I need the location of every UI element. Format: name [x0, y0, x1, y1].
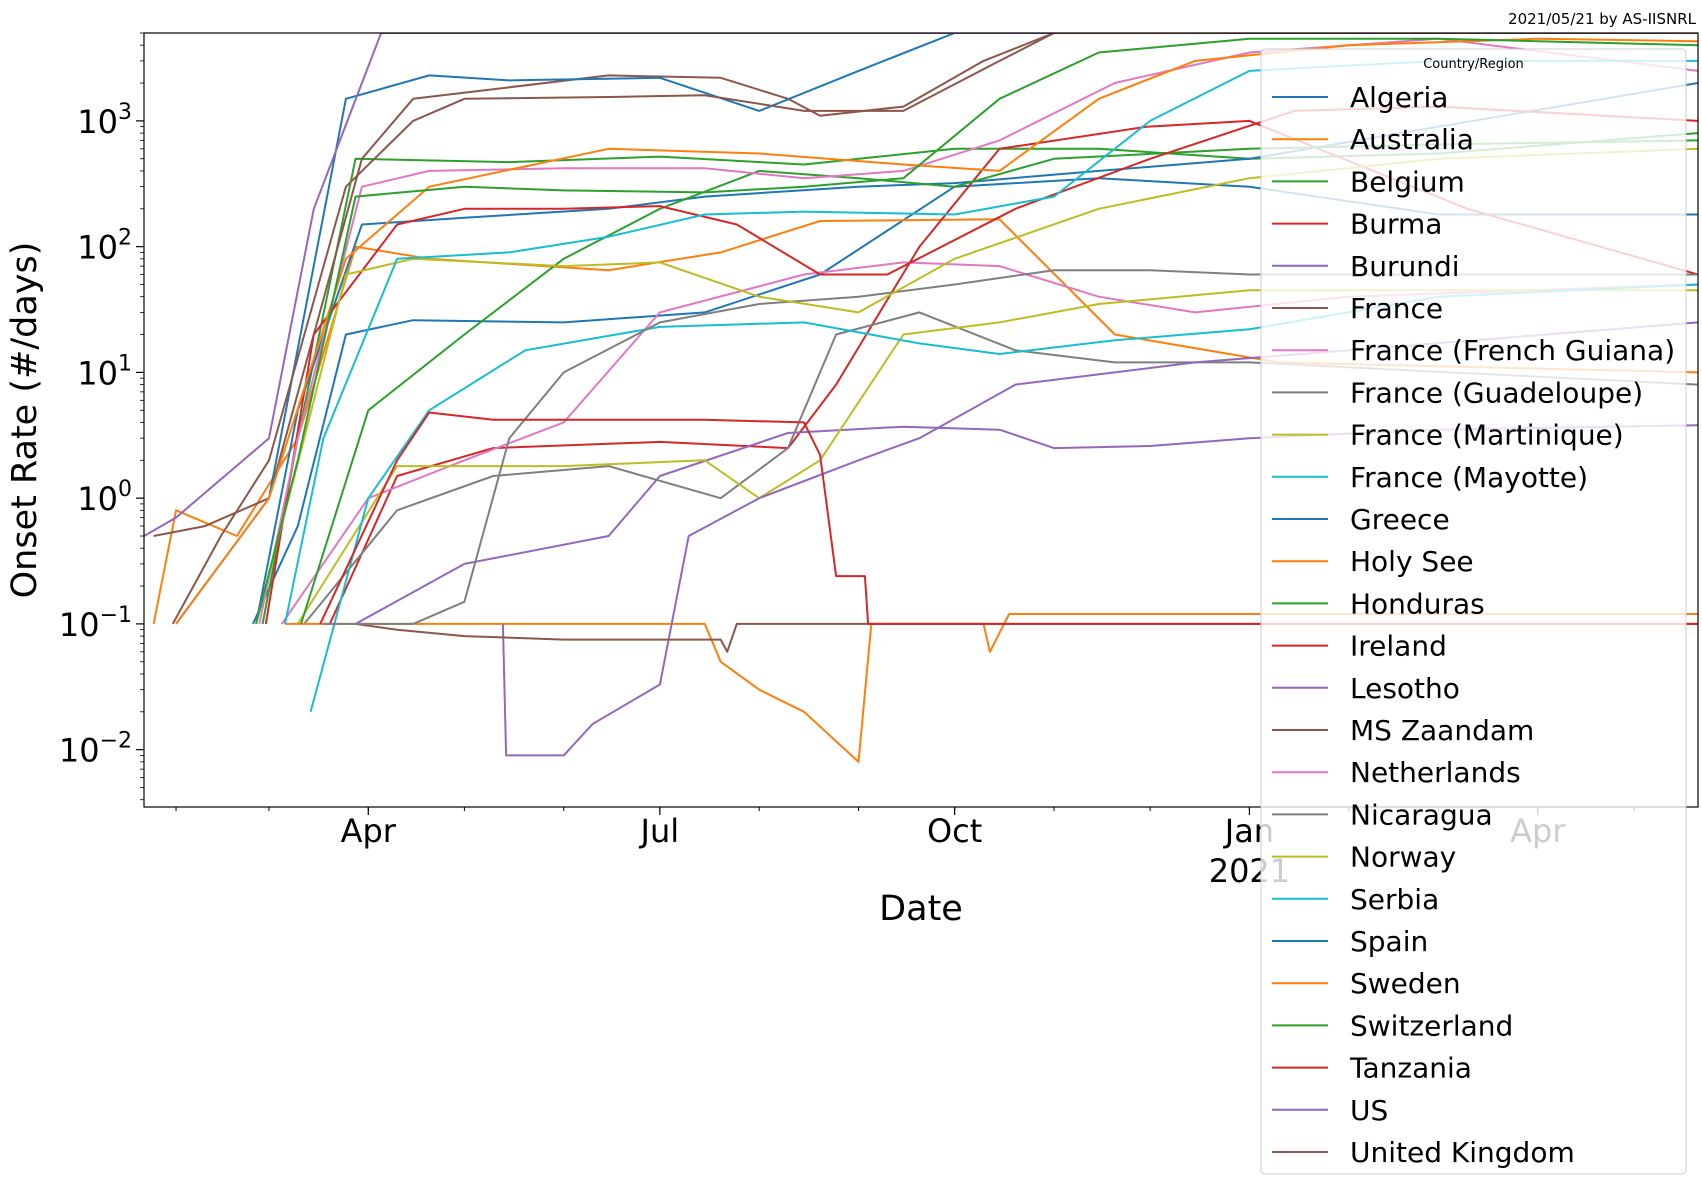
- series-line-1: [152, 218, 1698, 625]
- y-axis-title: Onset Rate (#/days): [5, 242, 45, 599]
- legend-label-21: Sweden: [1350, 967, 1461, 1000]
- y-tick-label-4: 102: [77, 226, 132, 267]
- plot-frame: [143, 32, 1699, 808]
- series-line-21: [175, 37, 1698, 625]
- legend-title: Country/Region: [1423, 57, 1524, 72]
- series-line-7: [303, 311, 1698, 625]
- legend-label-10: Greece: [1350, 503, 1450, 536]
- legend-label-8: France (Martinique): [1350, 419, 1624, 452]
- legend-label-1: Australia: [1350, 123, 1474, 156]
- legend-label-11: Holy See: [1350, 545, 1474, 578]
- series-line-14: [501, 321, 1698, 757]
- series-line-17: [323, 269, 1698, 625]
- legend-label-5: France: [1350, 292, 1443, 325]
- legend-label-0: Algeria: [1350, 81, 1448, 114]
- legend-label-7: France (Guadeloupe): [1350, 376, 1643, 409]
- legend-label-15: MS Zaandam: [1350, 714, 1534, 747]
- series-line-16: [258, 37, 1698, 625]
- legend-label-16: Netherlands: [1350, 756, 1521, 789]
- legend-label-3: Burma: [1350, 208, 1442, 241]
- legend-label-23: Tanzania: [1349, 1052, 1472, 1085]
- y-tick-label-2: 100: [77, 477, 132, 518]
- x-axis-title: Date: [879, 889, 963, 929]
- legend-label-14: Lesotho: [1350, 672, 1460, 705]
- x-tick-label-2: Oct: [927, 812, 982, 850]
- series-line-24: [144, 33, 1698, 537]
- series-line-20: [175, 33, 1698, 625]
- legend-label-12: Honduras: [1350, 587, 1485, 620]
- y-tick-label-3: 101: [77, 351, 132, 392]
- legend-label-6: France (French Guiana): [1350, 334, 1675, 367]
- x-tick-label-0: Apr: [341, 812, 397, 850]
- legend-label-13: Ireland: [1350, 630, 1447, 663]
- series-line-18: [255, 147, 1698, 625]
- legend-label-25: United Kingdom: [1350, 1136, 1575, 1169]
- series-line-23: [319, 411, 1698, 625]
- legend-label-18: Norway: [1350, 841, 1456, 874]
- series-line-22: [255, 37, 1698, 625]
- y-tick-label-1: 10−1: [59, 603, 132, 644]
- legend-label-24: US: [1350, 1094, 1388, 1127]
- legend-label-9: France (Mayotte): [1350, 461, 1588, 494]
- legend-box: [1260, 48, 1687, 1175]
- legend-label-4: Burundi: [1350, 250, 1460, 283]
- legend-label-2: Belgium: [1350, 165, 1465, 198]
- y-tick-label-0: 10−2: [59, 729, 132, 770]
- series-line-25: [171, 33, 1698, 625]
- y-tick-label-5: 103: [77, 100, 132, 141]
- credit-text: 2021/05/21 by AS-IISNRL: [1508, 10, 1697, 28]
- legend-label-17: Nicaragua: [1350, 798, 1493, 831]
- series-line-11: [285, 613, 1698, 763]
- series-line-19: [284, 59, 1698, 625]
- series-line-15: [355, 622, 1698, 653]
- legend-label-19: Serbia: [1350, 883, 1439, 916]
- legend-label-20: Spain: [1350, 925, 1428, 958]
- legend-label-22: Switzerland: [1350, 1009, 1513, 1042]
- legend: Country/Region Algeria Australia Belgium Bur…: [1260, 48, 1687, 1175]
- x-tick-label-1: Jul: [639, 812, 680, 850]
